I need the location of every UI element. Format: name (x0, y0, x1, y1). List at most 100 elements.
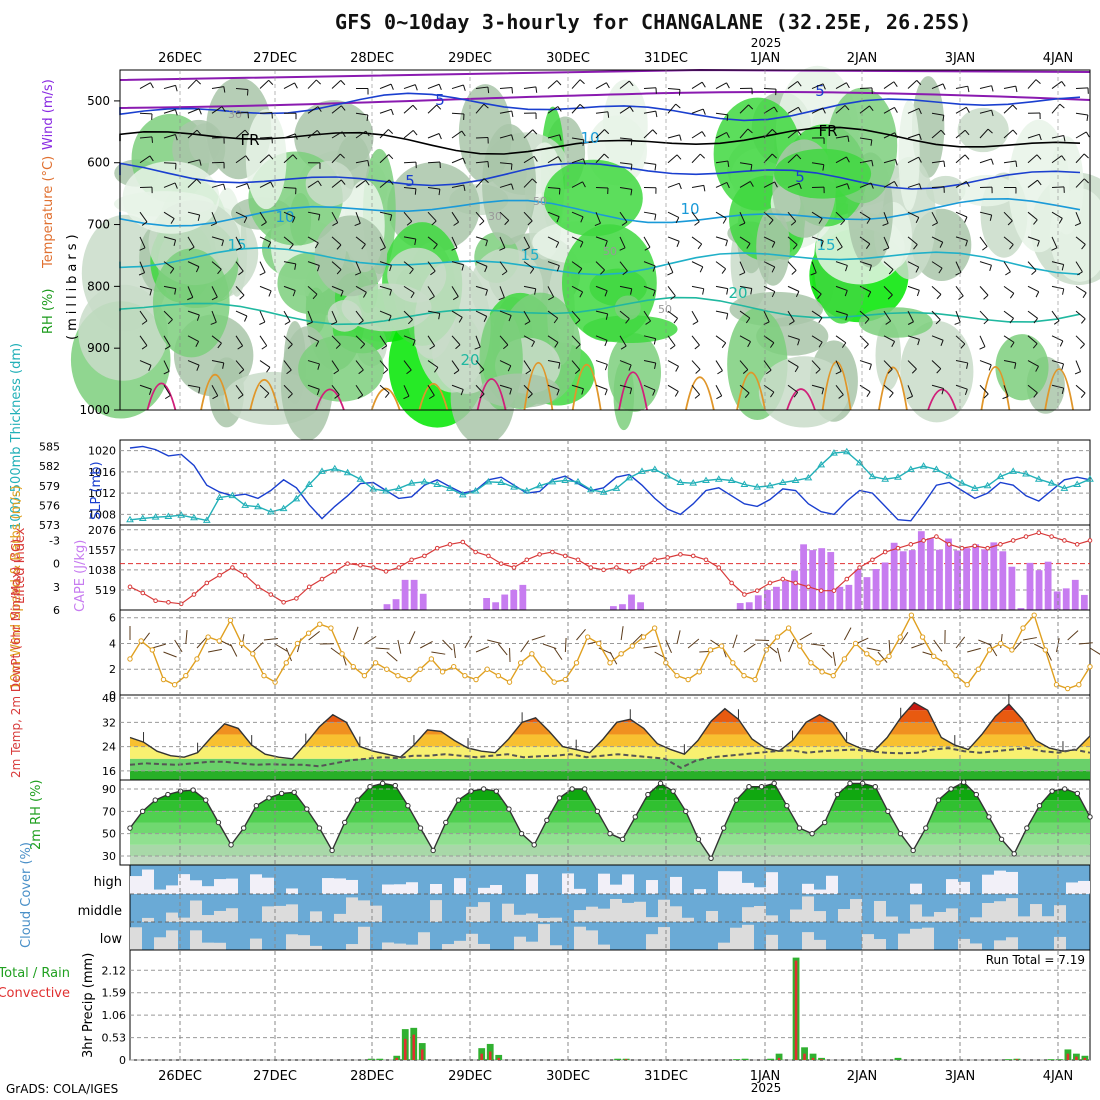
lifted-index-point (780, 576, 786, 582)
wind-barb (331, 80, 342, 89)
cape-bar (945, 538, 952, 610)
wind-barb (667, 182, 680, 188)
wind-barb-flag (964, 389, 968, 396)
wind-barb (835, 285, 848, 291)
cloud-cell (730, 927, 742, 950)
rh-2m-point (190, 787, 196, 793)
cloud-cell (586, 930, 598, 950)
wind-barb (763, 335, 775, 344)
wind-barb-flag (652, 265, 656, 272)
wind-barb (1027, 236, 1040, 242)
wind-speed-point (551, 679, 557, 685)
cloud-cell (682, 917, 694, 922)
wind-speed-point (986, 647, 993, 653)
rh-cell (387, 247, 447, 303)
wind-barb (1003, 85, 1016, 90)
wind-barb-flag (267, 242, 272, 248)
contour-label: 15 (816, 236, 835, 254)
wind-barb (235, 384, 244, 396)
surface-temp-contour (684, 376, 715, 411)
wind-barb (547, 156, 559, 164)
wind-barb-flag (286, 369, 292, 375)
wind-barb (691, 285, 704, 290)
wind-barb (307, 211, 320, 215)
wind-barb (211, 236, 224, 241)
wind-barb-flag (221, 106, 226, 112)
wind-barb-flag (887, 368, 893, 374)
wind-barb-flag (507, 365, 512, 372)
rh-2m-point (392, 782, 398, 789)
wind-barb-flag (222, 362, 225, 369)
cloud-cell (166, 930, 178, 950)
wind-barb-flag (268, 154, 274, 160)
wind-barb (235, 155, 247, 164)
lifted-index-point (1010, 538, 1016, 543)
lifted-index-point (1062, 538, 1067, 543)
wind-barb-flag (818, 218, 823, 224)
lifted-index-point (716, 565, 722, 570)
wind-barb-flag (438, 133, 442, 140)
rh-2m-point (316, 825, 323, 831)
wind-barb-10m (665, 639, 672, 653)
lifted-index-point (742, 592, 747, 597)
bottom-date-label: 3JAN (945, 1069, 976, 1084)
wind-barb-flag (744, 392, 750, 398)
wind-barb (187, 79, 197, 89)
rh-2m-point (923, 825, 929, 831)
lifted-index-point (882, 549, 888, 555)
wind-barb-flag (1061, 155, 1066, 161)
bottom-date-label: 2JAN (847, 1069, 878, 1084)
rh-2m-point (859, 780, 866, 787)
y-tick-label: 40 (102, 692, 116, 705)
wind-barb-10m (776, 647, 782, 662)
lifted-index-point (985, 545, 990, 551)
wind-barb-flag (235, 247, 242, 251)
wind-barb-flag (453, 369, 460, 375)
wind-barb (907, 310, 914, 322)
thickness-point (804, 473, 813, 481)
cape-tick-label: 1557 (88, 544, 116, 557)
wind-barb (475, 310, 487, 317)
wind-barb (259, 384, 270, 394)
thickness-point (996, 472, 1005, 480)
cloud-cell (706, 910, 718, 922)
thickness-point (266, 507, 275, 515)
day-gridlines (179, 70, 1059, 1060)
cloud-cell (166, 885, 178, 894)
wind-barb-flag (336, 269, 342, 275)
wind-barb (355, 179, 366, 188)
wind-barb (379, 154, 390, 164)
pressure-tick-label: 800 (87, 279, 110, 293)
rh-2m-point (405, 803, 411, 809)
wind-barb (163, 133, 176, 139)
wind-barb-flag (331, 321, 338, 325)
wind-barb-flag (575, 319, 581, 325)
wind-barb-flag (451, 247, 458, 251)
cloud-cover-panel (129, 864, 1091, 951)
wind-barb-flag (556, 216, 560, 223)
wind-barb (1075, 87, 1089, 90)
wind-barb (1027, 360, 1039, 367)
li-tick-label: 3 (53, 581, 60, 594)
y-tick-label: 4 (109, 637, 116, 650)
wind-barb-flag (911, 368, 917, 374)
wind-barb-flag (836, 246, 843, 251)
wind-barb (907, 156, 919, 164)
wind-barb (931, 335, 944, 341)
wind-barb-flag (151, 136, 153, 143)
rh-2m-point (240, 825, 247, 831)
wind-barb (451, 384, 464, 390)
rh-2m-point (986, 814, 992, 820)
cloud-cell (178, 874, 190, 894)
wind-barb (139, 155, 151, 164)
wind-barb-10m (364, 635, 377, 645)
wind-barb-flag (702, 288, 705, 295)
wind-barb (859, 87, 873, 90)
wind-barb (739, 384, 750, 394)
wind-barb-flag (259, 272, 266, 276)
wind-barb (691, 335, 700, 346)
wind-barb (523, 236, 531, 248)
lifted-index-point (844, 576, 850, 582)
wind-barb (1075, 335, 1085, 345)
wind-speed-point (238, 640, 245, 647)
